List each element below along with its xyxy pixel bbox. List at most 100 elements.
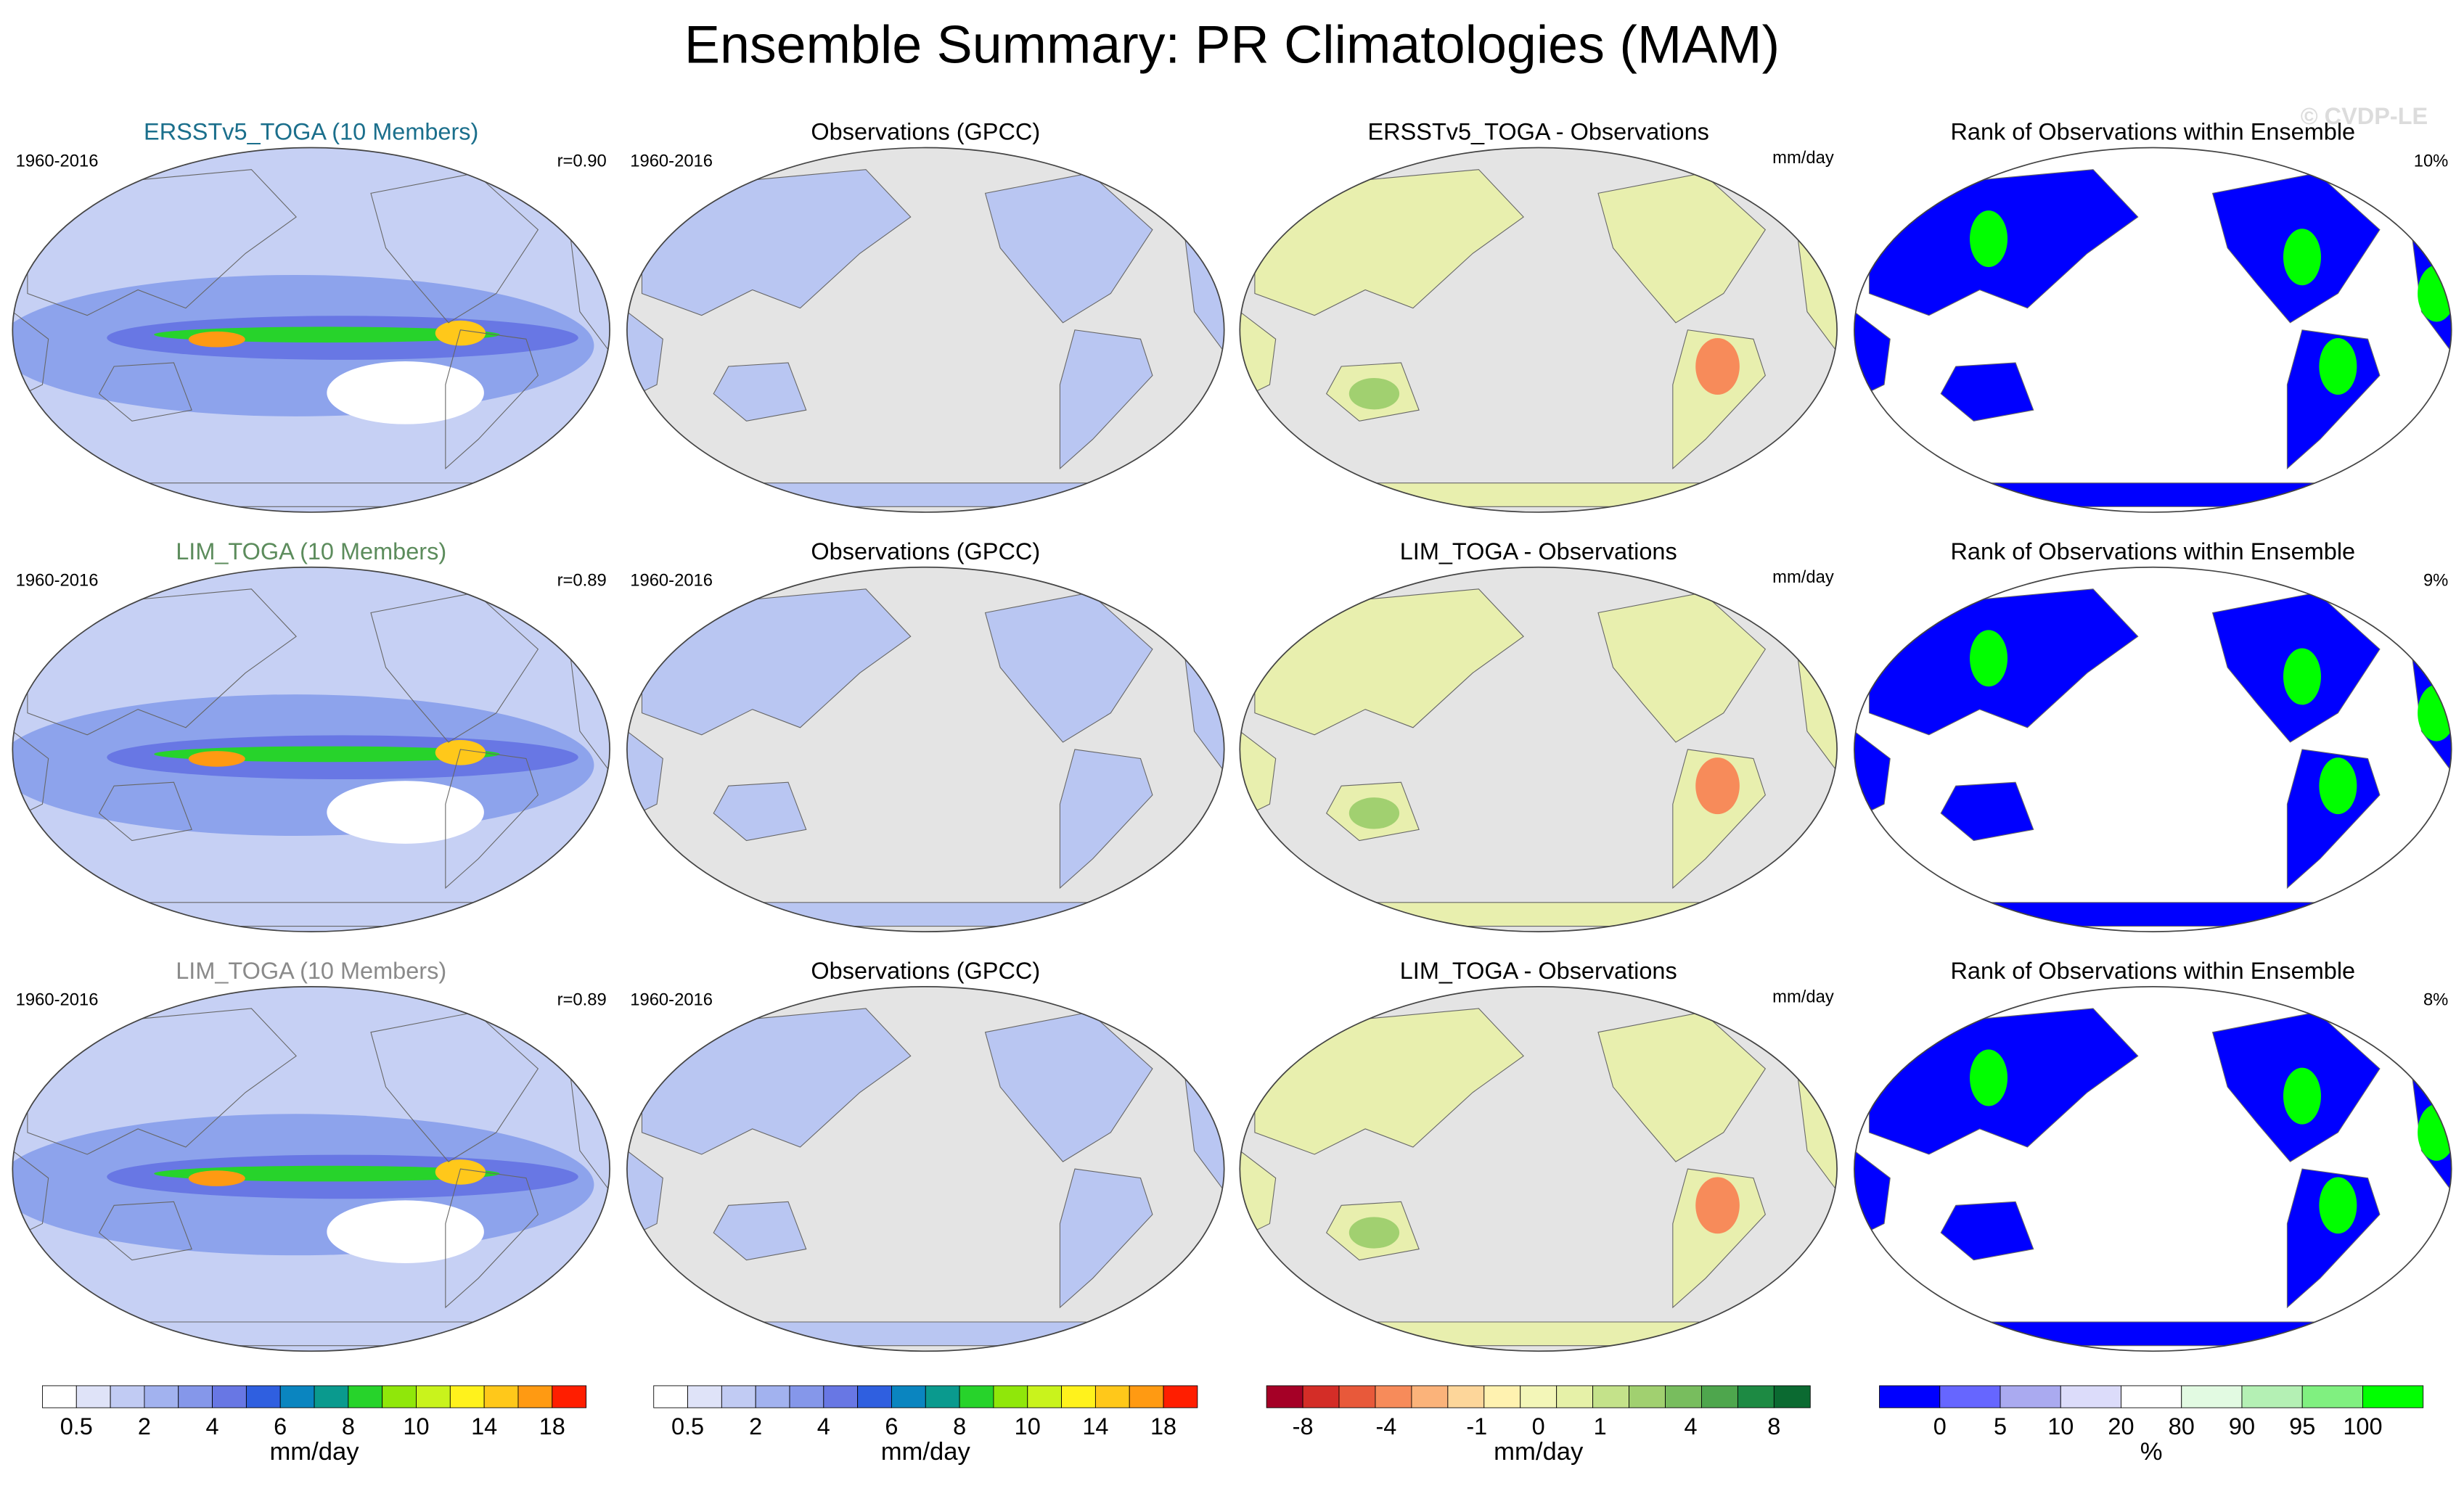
continent — [1254, 169, 1524, 316]
colorbar-label: 14 — [471, 1413, 497, 1439]
colorbar-label: 8 — [1767, 1413, 1780, 1439]
panel-stat: mm/day — [1772, 567, 1834, 587]
map-border — [1854, 566, 2452, 932]
colorbar-label: -4 — [1376, 1413, 1397, 1439]
map — [12, 147, 610, 512]
colorbar-label: 1 — [1594, 1413, 1607, 1439]
colorbar-box — [687, 1385, 722, 1408]
colorbar-box — [212, 1385, 247, 1408]
colorbar-label: 8 — [953, 1413, 966, 1439]
colorbar-units: mm/day — [1494, 1438, 1584, 1466]
colorbar-box — [2181, 1385, 2243, 1408]
continent — [1913, 902, 2392, 927]
panel-title: LIM_TOGA - Observations — [1400, 958, 1677, 984]
colorbar-label: 4 — [1684, 1413, 1697, 1439]
map-border — [1239, 566, 1838, 932]
rank-patch — [1970, 630, 2008, 687]
colorbar-box — [1411, 1385, 1449, 1408]
precip-core — [435, 320, 486, 346]
colorbar-box — [2060, 1385, 2121, 1408]
map-border — [626, 147, 1225, 513]
panel-period: 1960-2016 — [16, 151, 99, 171]
continent — [12, 1149, 49, 1239]
colorbar-label: 0.5 — [671, 1413, 704, 1439]
continent — [1059, 749, 1153, 890]
panel-stat: 9% — [2423, 571, 2448, 591]
colorbar-box — [1163, 1385, 1198, 1408]
panel-title: Observations (GPCC) — [811, 119, 1040, 145]
diff-patch — [1348, 797, 1400, 829]
rank-patch — [2283, 229, 2321, 286]
colorbar-label: 0.5 — [60, 1413, 93, 1439]
colorbar-box — [245, 1385, 281, 1408]
colorbar-label: -8 — [1293, 1413, 1314, 1439]
colorbar-box — [483, 1385, 519, 1408]
colorbar-box — [1629, 1385, 1666, 1408]
rank-patch — [2283, 1067, 2321, 1125]
colorbar-box — [517, 1385, 553, 1408]
colorbar-box — [1338, 1385, 1376, 1408]
colorbar-box — [279, 1385, 315, 1408]
continent — [641, 588, 912, 736]
panel-period: 1960-2016 — [630, 990, 713, 1010]
continent — [27, 1008, 297, 1155]
colorbar-box — [348, 1385, 383, 1408]
colorbar-box — [314, 1385, 349, 1408]
continent — [1940, 362, 2034, 422]
diff-patch — [1695, 338, 1740, 395]
panel-stat: mm/day — [1772, 148, 1834, 168]
continent — [1940, 1201, 2034, 1261]
panel-stat: 8% — [2423, 990, 2448, 1010]
map — [1240, 567, 1838, 932]
colorbar-box — [1520, 1385, 1558, 1408]
colorbar-box — [1737, 1385, 1775, 1408]
map — [1240, 147, 1838, 512]
colorbar-label: 4 — [206, 1413, 219, 1439]
continent — [1059, 329, 1153, 469]
colorbar-box — [1027, 1385, 1063, 1408]
rank-patch — [2319, 757, 2357, 815]
colorbar-label: 10 — [2047, 1413, 2074, 1439]
diff-patch — [1348, 1217, 1400, 1249]
map-border — [12, 147, 610, 513]
colorbar-label: 2 — [749, 1413, 762, 1439]
continent — [1913, 482, 2392, 507]
continent — [12, 311, 49, 401]
panel-period: 1960-2016 — [630, 151, 713, 171]
continent — [686, 1321, 1165, 1347]
continent — [27, 588, 297, 736]
colorbar-label: 0 — [1532, 1413, 1545, 1439]
colorbar-box — [144, 1385, 179, 1408]
panel-title: ERSSTv5_TOGA (10 Members) — [144, 119, 478, 145]
continent — [445, 1168, 539, 1309]
colorbar-box — [1556, 1385, 1594, 1408]
precip-core — [188, 751, 245, 767]
colorbar-box — [1483, 1385, 1521, 1408]
colorbar-label: 6 — [885, 1413, 898, 1439]
colorbar-box — [1773, 1385, 1811, 1408]
colorbar-box — [382, 1385, 417, 1408]
continent — [641, 169, 912, 316]
precip-core — [435, 739, 486, 765]
colorbar-box — [2301, 1385, 2363, 1408]
colorbar-label: 20 — [2108, 1413, 2134, 1439]
rank-patch — [2319, 1177, 2357, 1234]
panel-stat: r=0.89 — [557, 990, 607, 1010]
map — [626, 567, 1224, 932]
map — [1854, 567, 2452, 932]
continent — [1299, 1321, 1778, 1347]
panel-title: Rank of Observations within Ensemble — [1950, 119, 2355, 145]
colorbar-box — [755, 1385, 790, 1408]
panel-title: LIM_TOGA (10 Members) — [176, 538, 446, 564]
colorbar-box — [416, 1385, 451, 1408]
colorbar-box — [2000, 1385, 2061, 1408]
colorbar-label: 4 — [817, 1413, 830, 1439]
colorbar-box — [1266, 1385, 1303, 1408]
continent — [713, 362, 807, 422]
map — [1854, 986, 2452, 1352]
watermark: © CVDP-LE — [2301, 103, 2428, 129]
continent — [1254, 588, 1524, 736]
colorbar-box — [1879, 1385, 1941, 1408]
colorbar-box — [653, 1385, 688, 1408]
precip-core — [435, 1159, 486, 1185]
